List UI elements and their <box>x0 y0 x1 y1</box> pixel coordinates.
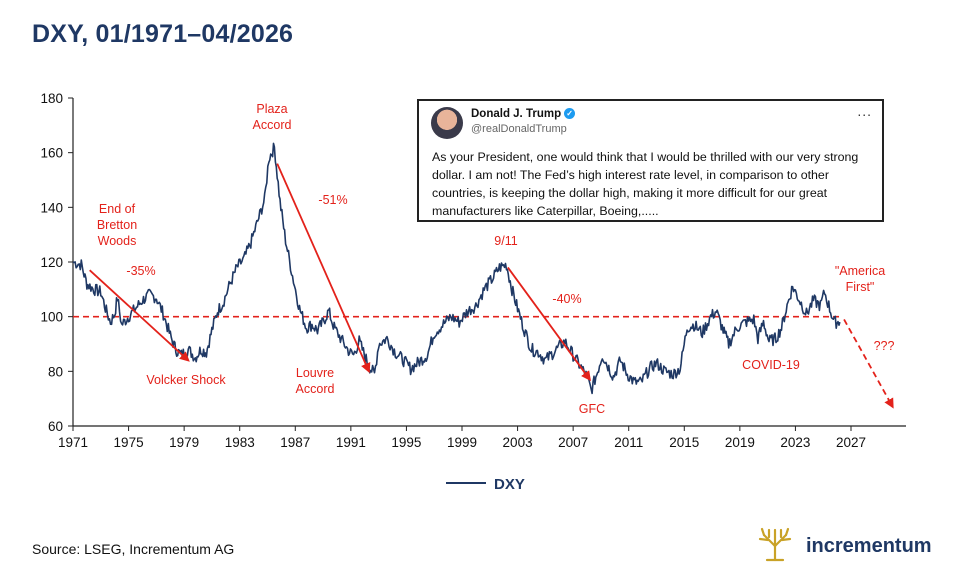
annotation-plaza-accord: Plaza Accord <box>253 102 292 132</box>
y-tick-label: 160 <box>40 146 63 161</box>
decline-arrow <box>507 266 591 382</box>
annotation-louvre-accord: Louvre Accord <box>296 366 335 396</box>
annotation-america-first-line: First" <box>846 280 875 294</box>
annotation-plaza-accord-line: Accord <box>253 118 292 132</box>
y-tick-label: 120 <box>40 255 63 270</box>
y-tick-label: 140 <box>40 200 63 215</box>
annotation-question-marks: ??? <box>874 339 895 353</box>
annotation-covid-19-line: COVID-19 <box>742 358 800 372</box>
x-tick-label: 1979 <box>169 435 199 450</box>
annotation-end-of-bretton-woods-line: End of <box>99 202 136 216</box>
x-tick-label: 1999 <box>447 435 477 450</box>
annotation-end-of-bretton-woods: End of Bretton Woods <box>97 202 137 248</box>
series-line-dxy <box>72 142 841 395</box>
y-tick-label: 180 <box>40 91 63 106</box>
legend: DXY <box>446 476 525 493</box>
avatar <box>431 107 463 139</box>
annotation-minus-51-line: -51% <box>318 193 347 207</box>
legend-label: DXY <box>494 476 525 493</box>
tweet-text: As your President, one would think that … <box>432 150 859 218</box>
annotation-volcker-shock-line: Volcker Shock <box>146 373 226 387</box>
x-tick-label: 1983 <box>225 435 255 450</box>
annotation-end-of-bretton-woods-line: Woods <box>98 234 137 248</box>
verified-badge-icon: ✓ <box>564 108 576 120</box>
annotation-plaza-accord-line: Plaza <box>256 102 287 116</box>
x-tick-label: 2003 <box>503 435 533 450</box>
annotation-volcker-shock: Volcker Shock <box>146 373 226 387</box>
axes: 60 80 100 120 140 160 180 1971 1975 1979 1983 1987 1… <box>40 91 906 450</box>
x-tick-label: 1971 <box>58 435 88 450</box>
annotation-end-of-bretton-woods-line: Bretton <box>97 218 137 232</box>
x-tick-label: 1991 <box>336 435 366 450</box>
source-note: Source: LSEG, Incrementum AG <box>32 541 235 557</box>
tweet-author-name: Donald J. Trump ✓ <box>471 108 576 120</box>
x-tick-label: 2019 <box>725 435 755 450</box>
annotation-9-11-line: 9/11 <box>494 234 517 248</box>
chart-title: DXY, 01/1971–04/2026 <box>32 20 294 48</box>
annotation-minus-51: -51% <box>318 193 347 207</box>
y-tick-label: 60 <box>48 419 63 434</box>
annotation-gfc: GFC <box>579 402 605 416</box>
tweet-handle: @realDonaldTrump <box>471 123 567 135</box>
decline-arrow <box>843 318 894 409</box>
decline-arrow <box>276 163 371 374</box>
brand-name: incrementum <box>806 535 932 557</box>
annotation-covid-19: COVID-19 <box>742 358 800 372</box>
annotation-america-first: "America First" <box>835 264 885 294</box>
x-tick-label: 1987 <box>280 435 310 450</box>
x-tick-label: 2015 <box>669 435 699 450</box>
x-tick-label: 2027 <box>836 435 866 450</box>
x-tick-label: 1995 <box>391 435 421 450</box>
x-tick-label: 2023 <box>780 435 810 450</box>
arrows-group <box>89 163 894 409</box>
annotation-louvre-accord-line: Louvre <box>296 366 334 380</box>
x-tick-label: 1975 <box>114 435 144 450</box>
annotation-question-marks-line: ??? <box>874 339 895 353</box>
annotation-minus-35: -35% <box>126 264 155 278</box>
annotation-minus-40-line: -40% <box>552 292 581 306</box>
annotation-minus-35-line: -35% <box>126 264 155 278</box>
annotation-9-11: 9/11 <box>494 234 517 248</box>
annotation-louvre-accord-line: Accord <box>296 382 335 396</box>
more-options-icon[interactable]: ... <box>857 103 872 119</box>
x-tick-label: 2011 <box>614 435 643 450</box>
annotation-minus-40: -40% <box>552 292 581 306</box>
y-tick-label: 80 <box>48 364 63 379</box>
tree-logo-icon <box>758 527 792 562</box>
decline-arrow <box>89 269 190 362</box>
annotations-group: End of Bretton Woods -35% Volcker Shock Plaza… <box>97 102 895 416</box>
series-group <box>72 142 841 395</box>
y-tick-label: 100 <box>40 310 63 325</box>
annotation-america-first-line: "America <box>835 264 885 278</box>
embedded-tweet-card: Donald J. Trump ✓ @realDonaldTrump ... As… <box>417 99 884 222</box>
x-tick-label: 2007 <box>558 435 588 450</box>
annotation-gfc-line: GFC <box>579 402 605 416</box>
